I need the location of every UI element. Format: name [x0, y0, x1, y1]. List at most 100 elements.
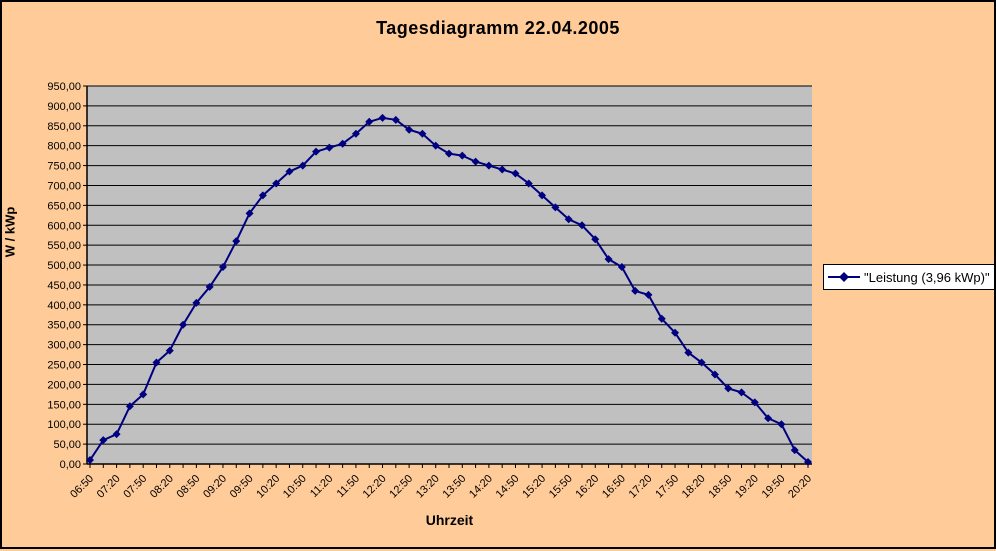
- x-tick-label: 13:50: [440, 473, 468, 501]
- x-tick-label: 18:20: [680, 473, 708, 501]
- data-point-marker: [764, 414, 773, 423]
- data-point-marker: [631, 286, 640, 295]
- x-tick-label: 14:20: [467, 473, 495, 501]
- data-point-marker: [99, 436, 108, 445]
- data-point-marker: [312, 147, 321, 156]
- data-point-marker: [644, 290, 653, 299]
- x-tick-label: 09:20: [201, 473, 229, 501]
- x-axis-title: Uhrzeit: [425, 512, 474, 528]
- x-tick-label: 09:50: [228, 473, 256, 501]
- data-point-marker: [391, 115, 400, 124]
- y-tick-label: 0,00: [60, 459, 81, 471]
- x-tick-label: 11:50: [335, 473, 362, 500]
- data-point-marker: [218, 263, 227, 272]
- x-tick-label: 12:50: [387, 473, 415, 501]
- x-tick-label: 10:20: [254, 473, 282, 501]
- y-tick-label: 250,00: [47, 360, 81, 372]
- y-tick-label: 650,00: [47, 200, 81, 212]
- data-point-marker: [538, 191, 547, 200]
- data-point-marker: [298, 161, 307, 170]
- y-tick-label: 850,00: [47, 121, 81, 133]
- data-point-marker: [125, 402, 134, 411]
- legend: "Leistung (3,96 kWp)": [823, 264, 995, 290]
- data-point-marker: [431, 141, 440, 150]
- legend-line-diamond-icon: [828, 272, 860, 282]
- data-point-marker: [351, 129, 360, 138]
- y-tick-label: 100,00: [47, 419, 81, 431]
- data-point-marker: [617, 263, 626, 272]
- x-tick-label: 14:50: [494, 473, 522, 501]
- data-point-marker: [511, 169, 520, 178]
- data-point-marker: [285, 167, 294, 176]
- y-tick-label: 350,00: [47, 320, 81, 332]
- legend-series-label: "Leistung (3,96 kWp)": [864, 269, 990, 285]
- data-point-marker: [484, 161, 493, 170]
- x-tick-label: 15:20: [520, 473, 548, 501]
- y-tick-label: 800,00: [47, 141, 81, 153]
- data-point-marker: [152, 358, 161, 367]
- data-point-marker: [272, 179, 281, 188]
- x-tick-label: 18:50: [706, 473, 734, 501]
- data-point-marker: [338, 139, 347, 148]
- data-point-marker: [365, 117, 374, 126]
- data-point-marker: [684, 348, 693, 357]
- y-tick-label: 50,00: [53, 439, 81, 451]
- x-tick-label: 08:50: [175, 473, 203, 501]
- data-point-marker: [697, 358, 706, 367]
- data-point-marker: [750, 398, 759, 407]
- data-point-marker: [591, 235, 600, 244]
- x-tick-label: 16:20: [573, 473, 601, 501]
- data-point-marker: [192, 298, 201, 307]
- data-point-marker: [418, 129, 427, 138]
- x-tick-label: 20:20: [786, 473, 814, 501]
- data-point-marker: [524, 179, 533, 188]
- data-point-marker: [498, 165, 507, 174]
- x-tick-label: 07:20: [95, 473, 123, 501]
- y-tick-label: 500,00: [47, 260, 81, 272]
- x-tick-label: 13:20: [414, 473, 442, 501]
- x-tick-label: 06:50: [68, 473, 96, 501]
- data-point-marker: [86, 456, 94, 465]
- data-point-marker: [577, 221, 586, 230]
- x-tick-label: 12:20: [361, 473, 389, 501]
- data-point-marker: [471, 157, 480, 166]
- y-tick-label: 700,00: [47, 180, 81, 192]
- plot-background: [87, 86, 812, 464]
- data-point-marker: [112, 430, 121, 439]
- data-point-marker: [790, 446, 799, 455]
- data-point-marker: [232, 237, 241, 246]
- data-point-marker: [179, 320, 188, 329]
- x-tick-label: 07:50: [121, 473, 149, 501]
- data-point-marker: [245, 209, 254, 218]
- data-point-marker: [165, 346, 174, 355]
- data-point-marker: [458, 151, 467, 160]
- data-point-marker: [710, 370, 719, 379]
- data-point-marker: [777, 420, 786, 429]
- data-point-marker: [378, 113, 387, 122]
- data-point-marker: [724, 384, 733, 393]
- x-tick-label: 10:50: [281, 473, 309, 501]
- y-tick-label: 550,00: [47, 240, 81, 252]
- y-tick-label: 900,00: [47, 101, 81, 113]
- chart-title: Tagesdiagramm 22.04.2005: [376, 18, 620, 38]
- data-point-marker: [671, 328, 680, 337]
- data-point-marker: [258, 191, 267, 200]
- x-tick-label: 16:50: [600, 473, 628, 501]
- x-tick-label: 15:50: [547, 473, 575, 501]
- x-tick-label: 17:50: [653, 473, 681, 501]
- y-tick-label: 950,00: [47, 81, 81, 93]
- data-point-marker: [657, 314, 666, 323]
- y-tick-label: 750,00: [47, 161, 81, 173]
- data-point-marker: [564, 215, 573, 224]
- y-tick-label: 450,00: [47, 280, 81, 292]
- y-tick-label: 300,00: [47, 340, 81, 352]
- data-point-marker: [139, 390, 148, 399]
- x-tick-label: 08:20: [148, 473, 176, 501]
- x-tick-label: 17:20: [627, 473, 655, 501]
- y-tick-label: 200,00: [47, 379, 81, 391]
- data-point-marker: [405, 125, 414, 134]
- y-tick-label: 150,00: [47, 399, 81, 411]
- data-point-marker: [804, 458, 812, 467]
